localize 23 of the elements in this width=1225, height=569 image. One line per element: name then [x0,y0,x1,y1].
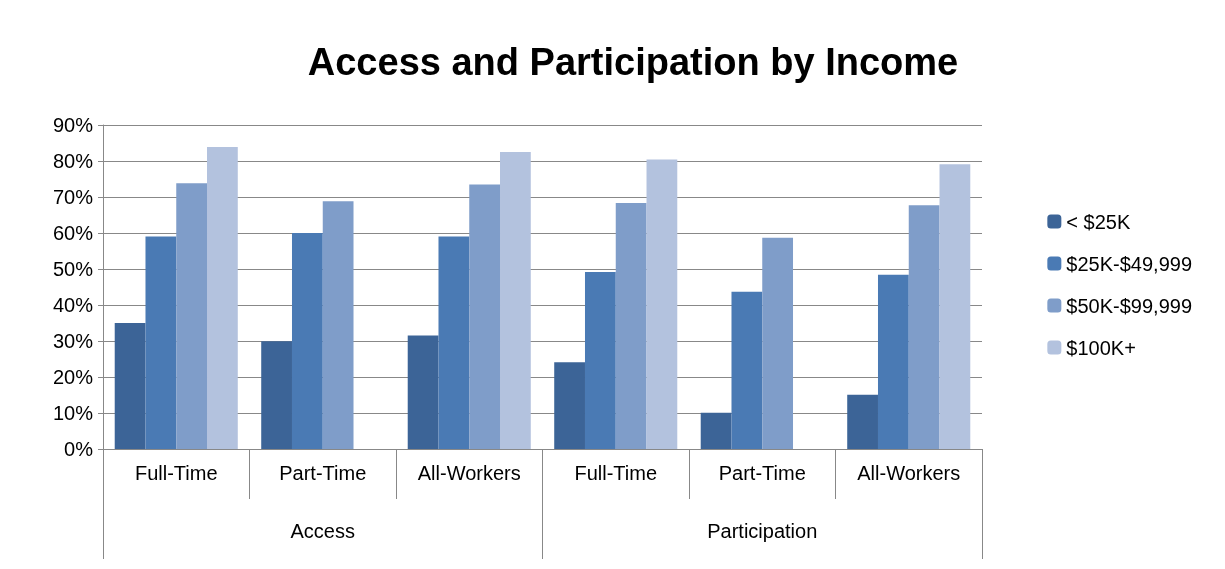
y-tick-label: 0% [64,438,94,460]
y-tick-label: 80% [52,150,94,172]
x-tick-label: Part-Time [718,462,806,484]
text: Access [290,520,355,542]
legend-label: $50K-$99,999 [1066,294,1193,317]
y-tick-label: 20% [52,366,94,388]
y-tick-label: 90% [52,114,94,136]
y-tick-label: 40% [52,294,94,316]
y-tick-label: 30% [52,330,94,352]
legend-label: < $25K [1066,210,1131,233]
y-tick-label: 60% [52,222,94,244]
x-tick-label: All-Workers [417,462,521,484]
legend-label: $25K-$49,999 [1066,252,1193,275]
chart-title: Access and Participation by Income [307,41,959,83]
x-tick-label: Part-Time [279,462,367,484]
text: Participation [707,520,818,542]
x-tick-label: All-Workers [857,462,961,484]
y-tick-label: 10% [52,402,94,424]
x-tick-label: Full-Time [574,462,658,484]
y-tick-label: 70% [52,186,94,208]
y-tick-label: 50% [52,258,94,280]
legend-label: $100K+ [1066,336,1136,359]
x-tick-label: Full-Time [134,462,218,484]
